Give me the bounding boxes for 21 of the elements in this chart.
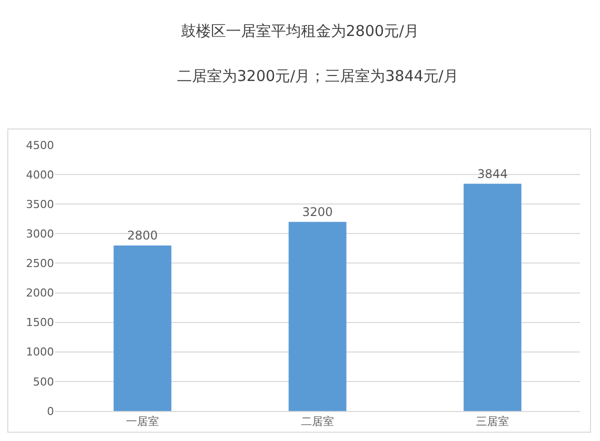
y-tick-label: 2000 [26, 286, 54, 300]
bar [464, 184, 522, 411]
x-tick-label: 一居室 [126, 415, 159, 428]
y-tick-label: 4000 [26, 168, 54, 182]
x-tick-label: 三居室 [476, 415, 509, 428]
bar [114, 245, 172, 411]
y-tick-label: 0 [47, 404, 54, 418]
x-tick-label: 二居室 [301, 415, 334, 428]
y-tick-label: 3500 [26, 198, 54, 211]
data-label: 3200 [302, 204, 333, 219]
chart-subtitle: 二居室为3200元/月；三居室为3844元/月 [177, 67, 458, 85]
y-tick-label: 3000 [26, 228, 54, 241]
y-tick-label: 500 [33, 375, 54, 388]
y-tick-label: 4500 [26, 138, 54, 152]
y-tick-label: 1500 [26, 316, 54, 330]
data-label: 2800 [127, 228, 158, 242]
y-tick-label: 2500 [26, 257, 54, 270]
y-tick-label: 1000 [26, 346, 54, 359]
data-label: 3844 [477, 166, 508, 181]
bar [288, 222, 346, 411]
chart-title: 鼓楼区一居室平均租金为2800元/月 [180, 22, 420, 40]
